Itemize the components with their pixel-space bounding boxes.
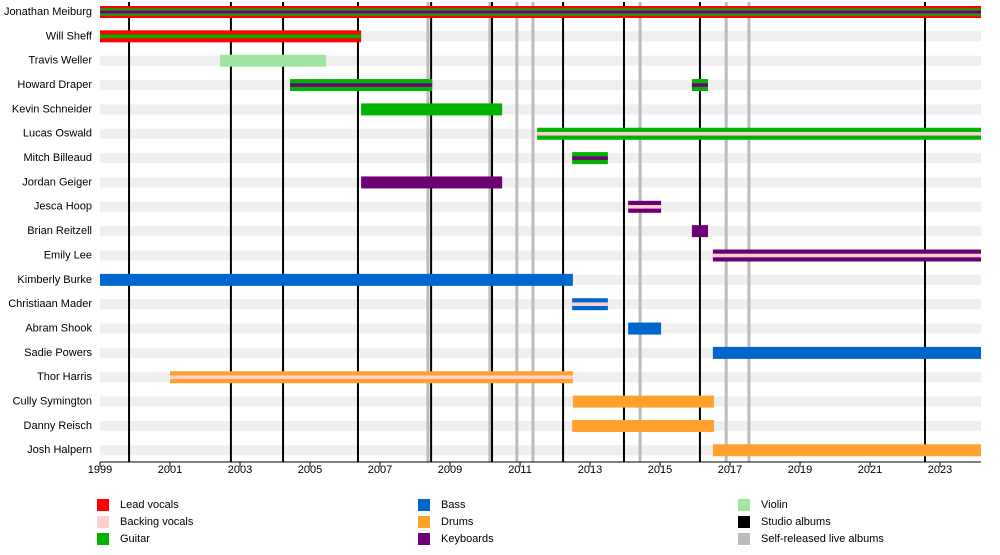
- x-tick-label: 2019: [788, 464, 812, 476]
- legend-swatch: [418, 516, 430, 528]
- role-stripe: [170, 375, 573, 380]
- x-tick-label: 2023: [928, 464, 952, 476]
- row-band: [100, 226, 981, 237]
- row-band: [100, 299, 981, 310]
- legend-label: Self-released live albums: [761, 533, 884, 545]
- member-label: Travis Weller: [28, 55, 92, 67]
- x-tick-label: 2011: [508, 464, 532, 476]
- legend-swatch: [97, 533, 109, 545]
- member-label: Cully Symington: [13, 396, 92, 408]
- member-bar: [712, 444, 981, 457]
- member-bar: [220, 54, 327, 67]
- member-label: Kimberly Burke: [17, 274, 92, 286]
- x-tick-label: 2005: [298, 464, 322, 476]
- member-label: Sadie Powers: [24, 347, 92, 359]
- x-tick-label: 2015: [648, 464, 672, 476]
- member-label: Josh Halpern: [27, 444, 92, 456]
- row-band: [100, 445, 981, 456]
- legend-label: Guitar: [120, 533, 150, 545]
- row-band: [100, 104, 981, 115]
- row-band: [100, 55, 981, 66]
- member-label: Jordan Geiger: [22, 176, 92, 188]
- member-label: Kevin Schneider: [12, 103, 92, 115]
- x-tick-label: 2021: [858, 464, 882, 476]
- legend-swatch: [97, 499, 109, 511]
- x-tick-label: 2017: [718, 464, 742, 476]
- legend-label: Studio albums: [761, 516, 831, 528]
- member-label: Howard Draper: [17, 79, 92, 91]
- legend-label: Keyboards: [441, 533, 494, 545]
- role-stripe: [290, 83, 433, 87]
- row-band: [100, 323, 981, 334]
- x-tick-label: 1999: [88, 464, 112, 476]
- member-label: Will Sheff: [46, 30, 93, 42]
- member-label: Abram Shook: [25, 322, 92, 334]
- row-band: [100, 420, 981, 431]
- role-stripe: [100, 34, 362, 39]
- x-tick-label: 2009: [438, 464, 462, 476]
- member-label: Lucas Oswald: [23, 128, 92, 140]
- legend-label: Violin: [761, 499, 788, 511]
- member-label: Emily Lee: [44, 249, 92, 261]
- x-tick-label: 2001: [158, 464, 182, 476]
- legend-label: Lead vocals: [120, 499, 179, 511]
- row-band: [100, 201, 981, 212]
- member-bar: [361, 103, 503, 116]
- legend-swatch: [738, 499, 750, 511]
- member-label: Christiaan Mader: [8, 298, 92, 310]
- row-band: [100, 347, 981, 358]
- member-bar: [361, 176, 503, 189]
- role-stripe: [712, 253, 981, 258]
- legend-label: Drums: [441, 516, 474, 528]
- legend-swatch: [738, 516, 750, 528]
- member-bar: [572, 419, 714, 432]
- role-stripe: [572, 302, 608, 306]
- member-bar: [100, 273, 573, 286]
- row-band: [100, 396, 981, 407]
- member-label: Jonathan Meiburg: [4, 6, 92, 18]
- legend-swatch: [418, 533, 430, 545]
- role-stripe: [691, 83, 708, 87]
- legend-label: Backing vocals: [120, 516, 194, 528]
- legend-swatch: [738, 533, 750, 545]
- role-stripe: [100, 10, 981, 14]
- role-stripe: [537, 131, 981, 136]
- legend-swatch: [418, 499, 430, 511]
- member-bar: [691, 225, 708, 238]
- row-band: [100, 177, 981, 188]
- member-label: Thor Harris: [37, 371, 93, 383]
- x-tick-label: 2007: [368, 464, 392, 476]
- legend-label: Bass: [441, 499, 466, 511]
- row-band: [100, 31, 981, 42]
- row-band: [100, 250, 981, 261]
- role-stripe: [572, 156, 608, 160]
- member-label: Danny Reisch: [24, 420, 92, 432]
- member-bar: [572, 395, 714, 408]
- legend-swatch: [97, 516, 109, 528]
- member-label: Mitch Billeaud: [24, 152, 92, 164]
- row-band: [100, 153, 981, 164]
- member-label: Brian Reitzell: [27, 225, 92, 237]
- member-bar: [628, 322, 662, 335]
- member-label: Jesca Hoop: [34, 201, 92, 213]
- row-band: [100, 80, 981, 91]
- role-stripe: [628, 205, 662, 209]
- x-tick-label: 2003: [228, 464, 252, 476]
- x-tick-label: 2013: [578, 464, 602, 476]
- member-bar: [712, 346, 981, 359]
